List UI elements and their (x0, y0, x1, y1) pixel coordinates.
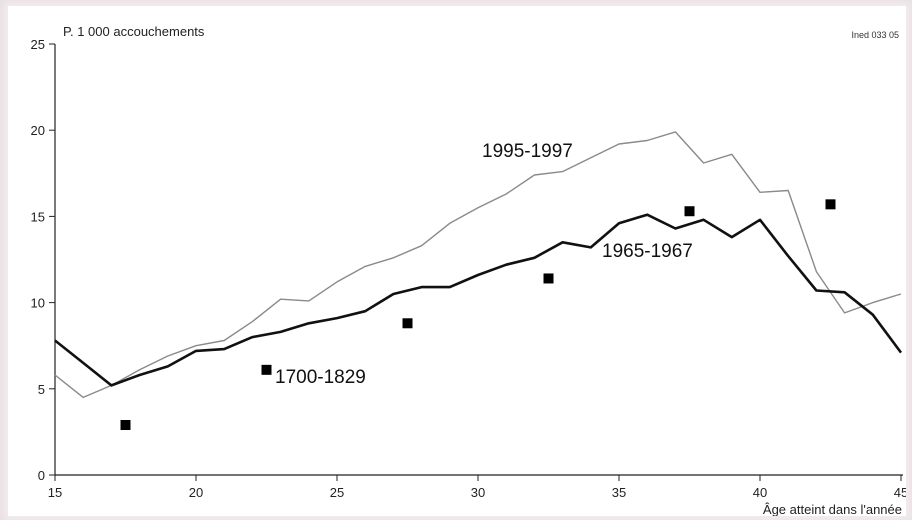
chart-frame: 0 5 10 15 20 25 15 20 25 30 35 40 45 P. 1 000 accouc… (8, 6, 906, 516)
annotation-1700-1829: 1700-1829 (275, 367, 366, 388)
line-chart: 0 5 10 15 20 25 15 20 25 30 35 40 45 P. 1 000 accouc… (31, 24, 906, 516)
data-point-1700-1829 (261, 364, 272, 375)
annotation-1965-1967: 1965-1967 (602, 241, 693, 262)
x-tick-label: 25 (330, 485, 344, 500)
x-tick-label: 30 (471, 485, 485, 500)
series-layer (54, 131, 903, 431)
y-tick-label: 0 (38, 468, 45, 483)
data-point-1700-1829 (684, 206, 695, 217)
ticks: 0 5 10 15 20 25 15 20 25 30 35 40 45 (31, 37, 906, 500)
annotation-1995-1997: 1995-1997 (482, 141, 573, 162)
x-tick-label: 35 (612, 485, 626, 500)
data-point-1700-1829 (402, 318, 413, 329)
axes (54, 44, 903, 476)
x-tick-label: 40 (753, 485, 767, 500)
series-line-1965-1967 (54, 213, 903, 387)
x-tick-label: 20 (189, 485, 203, 500)
data-point-1700-1829 (120, 420, 131, 431)
x-tick-label: 45 (894, 485, 906, 500)
y-tick-label: 5 (38, 382, 45, 397)
x-tick-label: 15 (48, 485, 62, 500)
x-axis-title: Âge atteint dans l'année (763, 502, 902, 516)
y-axis-title: P. 1 000 accouchements (63, 24, 205, 39)
data-point-1700-1829 (543, 273, 554, 284)
source-code: Ined 033 05 (851, 30, 899, 40)
y-tick-label: 20 (31, 123, 45, 138)
y-tick-label: 25 (31, 37, 45, 52)
series-line-1995-1997 (54, 131, 902, 399)
data-point-1700-1829 (825, 199, 836, 210)
y-tick-label: 10 (31, 296, 45, 311)
y-tick-label: 15 (31, 209, 45, 224)
